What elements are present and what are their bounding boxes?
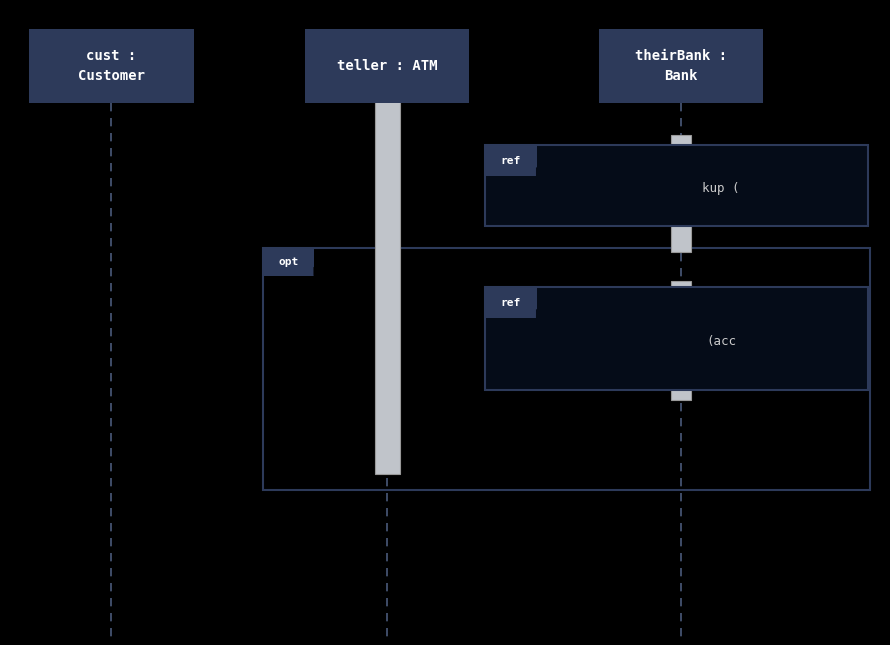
Bar	[485, 145, 868, 226]
Polygon shape	[537, 310, 548, 318]
Bar	[28, 29, 194, 103]
Bar	[485, 145, 537, 176]
Bar	[598, 29, 764, 103]
Text: ref: ref	[501, 155, 521, 166]
Polygon shape	[314, 267, 326, 275]
Text: cust :
Customer: cust : Customer	[77, 50, 145, 83]
Bar	[671, 135, 691, 252]
Bar	[263, 248, 314, 275]
Text: ref: ref	[501, 297, 521, 308]
Text: (acc: (acc	[706, 335, 736, 348]
Polygon shape	[537, 168, 548, 176]
Bar	[375, 94, 400, 474]
Bar	[485, 287, 537, 318]
Bar	[671, 281, 691, 400]
Bar	[485, 287, 868, 390]
Text: teller : ATM: teller : ATM	[337, 59, 437, 73]
Bar	[305, 29, 470, 103]
Text: theirBank :
Bank: theirBank : Bank	[635, 50, 727, 83]
Text: kup (: kup (	[702, 182, 740, 195]
Bar	[263, 248, 870, 490]
Text: opt: opt	[279, 257, 298, 267]
